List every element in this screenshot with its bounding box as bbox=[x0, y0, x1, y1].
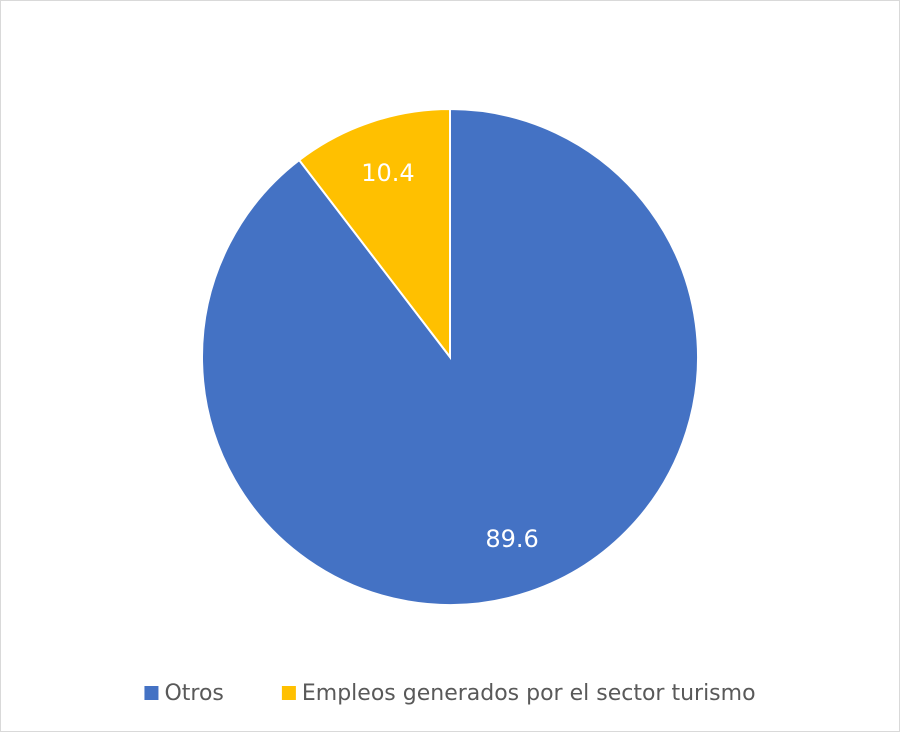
legend-label: Otros bbox=[164, 681, 223, 706]
pie-slice bbox=[297, 107, 451, 360]
legend-swatch bbox=[144, 686, 159, 700]
data-label: 10.4 bbox=[361, 159, 414, 187]
legend-label: Empleos generados por el sector turismo bbox=[302, 681, 756, 706]
legend-swatch bbox=[281, 686, 296, 700]
data-label: 89.6 bbox=[485, 525, 538, 553]
